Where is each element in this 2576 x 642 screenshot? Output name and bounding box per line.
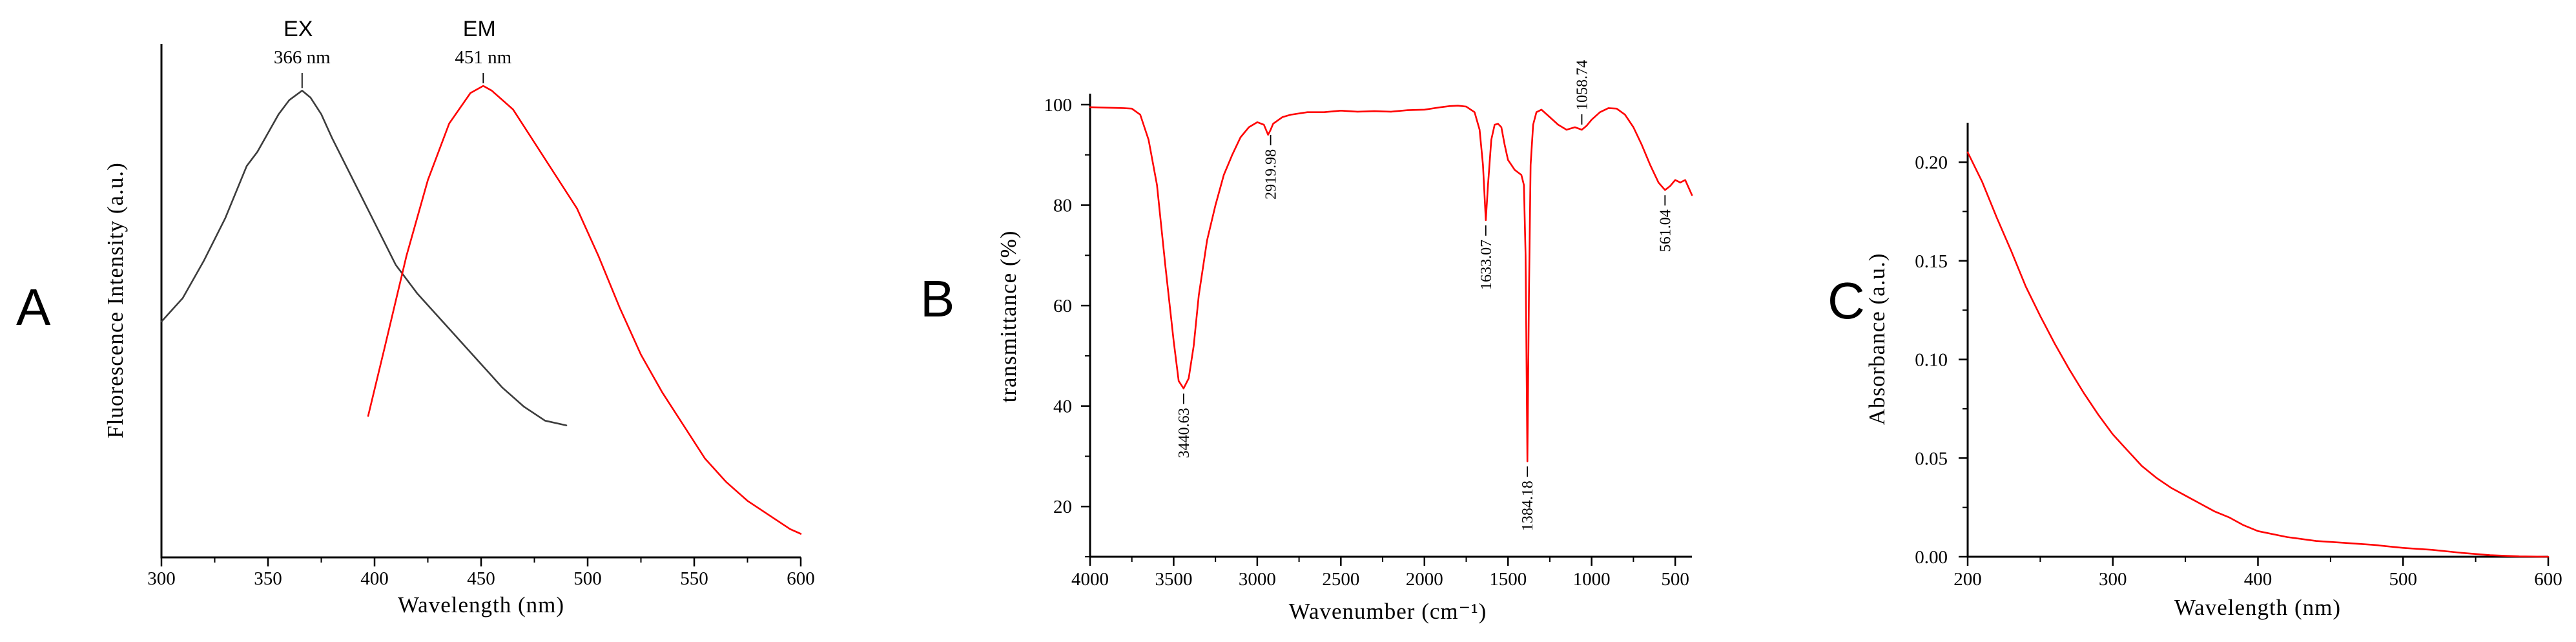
- peak-value-label: 2919.98: [1263, 149, 1280, 200]
- x-tick-label: 400: [360, 568, 389, 589]
- absorbance-chart: 200 300 400 500 600 0.00 0.05 0.10 0.15 0.20 Wav…: [1864, 123, 2562, 620]
- fluorescence-chart: 300 350 400 450 500 550 600 366 nm EX 451 nm EM W…: [103, 17, 815, 617]
- series-line-absorbance: [1966, 151, 2550, 558]
- x-tick-label: 200: [1953, 569, 1982, 590]
- peak-value-label: 1384.18: [1520, 481, 1536, 531]
- x-tick-label: 3000: [1239, 569, 1276, 590]
- x-tick-label: 300: [2099, 569, 2127, 590]
- y-tick-label: 0.20: [1915, 152, 1948, 173]
- panel-c-y-ticks: 0.00 0.05 0.10 0.15 0.20: [1915, 152, 1968, 568]
- panel-a: A 300 350 400 450 500 550 600 366 nm EX 451 nm EM…: [16, 17, 815, 617]
- panel-c-x-axis-title: Wavelength (nm): [2174, 595, 2341, 620]
- panel-b-y-ticks: 20 40 60 80 100: [1044, 95, 1090, 557]
- series-line-em: [367, 85, 802, 535]
- x-tick-label: 500: [573, 568, 602, 589]
- panel-c-series: [1966, 151, 2550, 558]
- series-line-ex: [160, 90, 568, 426]
- x-tick-label: 600: [2534, 569, 2562, 590]
- panel-a-series: [160, 85, 802, 535]
- x-tick-label: 600: [787, 568, 815, 589]
- series-line-ftir: [1089, 105, 1693, 462]
- x-tick-label: 1000: [1573, 569, 1611, 590]
- x-tick-label: 450: [467, 568, 495, 589]
- panel-b-x-ticks: 4000 3500 3000 2500 2000 1500 1000 500: [1071, 557, 1689, 590]
- panel-c-letter: C: [1828, 272, 1865, 329]
- x-tick-label: 500: [2389, 569, 2418, 590]
- x-tick-label: 350: [254, 568, 282, 589]
- ftir-chart: 4000 3500 3000 2500 2000 1500 1000 500 20 40 60 80…: [996, 60, 1693, 624]
- x-tick-label: 300: [147, 568, 176, 589]
- panel-a-letter: A: [16, 278, 51, 336]
- panel-c: C 200 300 400 500 600 0.00 0.05 0.10 0.15 0.20 W…: [1828, 123, 2562, 620]
- peak-value-label: 1058.74: [1574, 60, 1591, 110]
- y-tick-label: 60: [1053, 296, 1072, 316]
- y-tick-label: 0.15: [1915, 251, 1948, 272]
- panel-a-x-ticks: 300 350 400 450 500 550 600: [147, 557, 815, 589]
- panel-c-y-axis-title: Absorbance (a.u.): [1864, 253, 1890, 426]
- y-tick-label: 40: [1053, 397, 1072, 417]
- x-tick-label: 500: [1661, 569, 1689, 590]
- peak-value-label: 3440.63: [1176, 408, 1193, 458]
- y-tick-label: 80: [1053, 196, 1072, 216]
- panel-b: B 4000 3500 3000 2500 2000 1500 1000 500 20 40 60…: [920, 60, 1693, 624]
- y-tick-label: 20: [1053, 497, 1072, 517]
- x-tick-label: 2000: [1406, 569, 1443, 590]
- y-tick-label: 100: [1044, 95, 1073, 116]
- panel-c-axes: [1966, 123, 2548, 558]
- x-tick-label: 3500: [1155, 569, 1192, 590]
- panel-b-y-axis-title: transmittance (%): [996, 231, 1021, 403]
- panel-a-axes: [160, 44, 801, 559]
- x-tick-label: 1500: [1489, 569, 1527, 590]
- peak-value-label: 561.04: [1657, 209, 1674, 252]
- panel-c-x-ticks: 200 300 400 500 600: [1953, 557, 2562, 590]
- peak-value-label: 451 nm: [455, 47, 511, 68]
- y-tick-label: 0.05: [1915, 448, 1948, 469]
- peak-name-label: EM: [463, 17, 496, 41]
- peak-value-label: 366 nm: [274, 47, 331, 68]
- panel-a-y-axis-title: Fluorescence Intensity (a.u.): [103, 162, 128, 438]
- panel-b-series: [1089, 105, 1693, 462]
- x-tick-label: 4000: [1071, 569, 1109, 590]
- peak-value-label: 1633.07: [1478, 240, 1495, 290]
- panel-a-peak-labels: 366 nm EX 451 nm EM: [274, 17, 512, 88]
- y-tick-label: 0.00: [1915, 547, 1948, 568]
- x-tick-label: 400: [2244, 569, 2272, 590]
- panel-b-axes: [1089, 94, 1692, 558]
- x-tick-label: 550: [680, 568, 708, 589]
- panel-b-letter: B: [920, 270, 954, 327]
- x-tick-label: 2500: [1322, 569, 1359, 590]
- panel-b-x-axis-title: Wavenumber (cm⁻¹): [1289, 599, 1487, 624]
- y-tick-label: 0.10: [1915, 350, 1948, 371]
- peak-name-label: EX: [283, 17, 313, 41]
- panel-b-peak-labels: 3440.63 2919.98 1633.07 1384.18 1058.74 561.0…: [1176, 60, 1674, 531]
- panel-a-x-axis-title: Wavelength (nm): [398, 592, 564, 617]
